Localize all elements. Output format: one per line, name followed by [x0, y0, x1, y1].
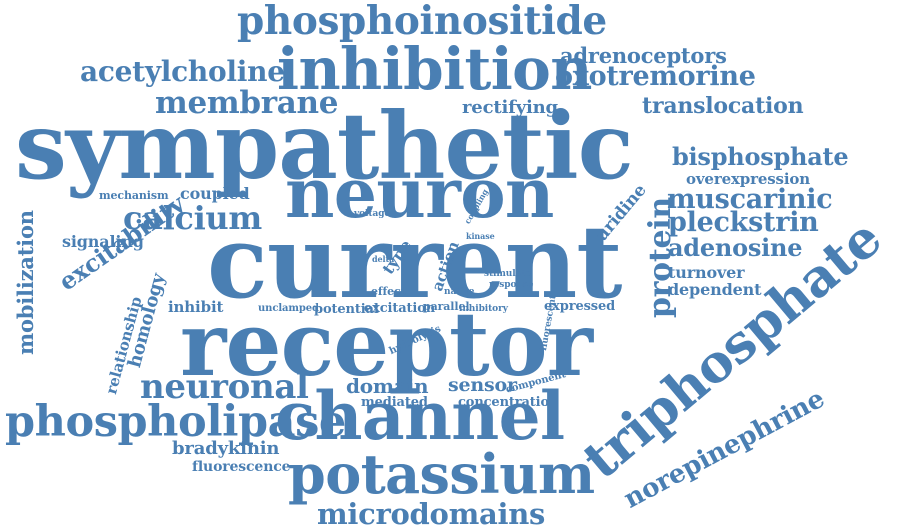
word-potential: potential	[314, 302, 379, 317]
word-mobilization: mobilization	[13, 210, 38, 355]
word-mediated: mediated	[361, 395, 428, 410]
word-potassium: potassium	[288, 442, 595, 506]
word-rectifying: rectifying	[462, 97, 558, 118]
word-dependent: dependent	[668, 280, 762, 299]
word-voltage: voltage	[354, 209, 391, 219]
word-calcium: calcium	[123, 199, 262, 237]
word-turnover: turnover	[668, 263, 745, 282]
word-acetylcholine: acetylcholine	[80, 55, 285, 88]
word-translocation: translocation	[642, 93, 804, 119]
word-domain: domain	[346, 374, 429, 398]
word-parallel: parallel	[423, 300, 470, 313]
word-sensor: sensor	[448, 374, 517, 396]
word-receptor: receptor	[180, 292, 593, 396]
word-delta: delta	[372, 254, 395, 264]
word-bisphosphate: bisphosphate	[672, 142, 849, 171]
word-stimulate: stimulate	[484, 269, 532, 279]
word-adrenoceptors: adrenoceptors	[560, 43, 727, 68]
word-inhibition: inhibition	[277, 35, 592, 103]
word-membrane: membrane	[155, 85, 339, 121]
word-muscarinic: muscarinic	[667, 184, 833, 215]
word-signaling: signaling	[62, 232, 144, 251]
word-phospholipase: phospholipase	[5, 397, 346, 447]
word-pleckstrin: pleckstrin	[668, 207, 819, 238]
word-channel: channel	[275, 377, 565, 455]
word-protein: protein	[643, 197, 678, 318]
word-coupled: coupled	[180, 184, 250, 203]
word-excitation: excitation	[364, 301, 436, 316]
word-inhibitory: inhibitory	[459, 304, 508, 314]
word-fluorescence: fluorescence	[192, 459, 291, 475]
word-kinase: kinase	[466, 231, 495, 241]
word-mechanism: mechanism	[99, 189, 169, 202]
word-bradykinin: bradykinin	[172, 438, 280, 459]
word-inhibit: inhibit	[168, 298, 224, 316]
word-expressed: expressed	[544, 299, 616, 314]
word-microdomains: microdomains	[317, 497, 546, 529]
word-neuronal: neuronal	[140, 367, 309, 407]
word-oxotremorine: oxotremorine	[555, 61, 756, 92]
word-native: native	[444, 287, 475, 297]
word-unclamped: unclamped	[258, 303, 319, 314]
word-phosphoinositide: phosphoinositide	[237, 0, 607, 44]
word-response: response	[489, 280, 534, 290]
word-overexpression: overexpression	[686, 170, 810, 188]
word-sympathetic: sympathetic	[15, 92, 634, 200]
word-current: current	[207, 203, 622, 321]
word-adenosine: adenosine	[668, 233, 803, 262]
word-effect: effect	[371, 285, 406, 298]
word-concentration: concentration	[458, 395, 559, 410]
word-neuron: neuron	[285, 154, 554, 234]
